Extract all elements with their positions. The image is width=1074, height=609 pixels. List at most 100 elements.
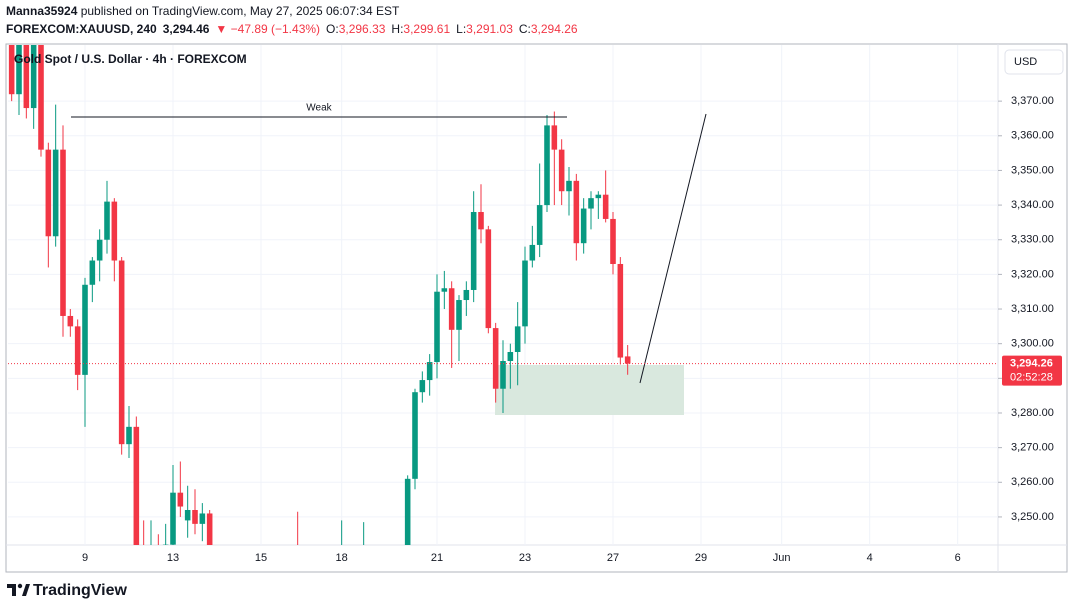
candle-body bbox=[610, 218, 616, 264]
candle-body bbox=[500, 361, 506, 389]
x-tick-label: 4 bbox=[867, 552, 873, 564]
candle-body bbox=[8, 45, 15, 95]
change: ▼ −47.89 (−1.43%) bbox=[215, 22, 320, 36]
projection-line[interactable] bbox=[639, 113, 707, 384]
candle-body bbox=[419, 380, 426, 393]
price-badge bbox=[1002, 355, 1062, 386]
grid bbox=[8, 45, 998, 545]
x-tick-label: 27 bbox=[607, 552, 619, 564]
currency: USD bbox=[1014, 56, 1037, 68]
candle-body bbox=[45, 149, 52, 237]
published: published on TradingView.com, May 27, 20… bbox=[77, 4, 400, 18]
ohlc-label: O: bbox=[326, 22, 339, 36]
candle-body bbox=[177, 492, 184, 507]
symbol-line: FOREXCOM:XAUUSD, 240 3,294.46 ▼ −47.89 (−1… bbox=[6, 22, 578, 36]
y-tick-label: 3,340.00 bbox=[1011, 199, 1054, 211]
candle-body bbox=[456, 300, 462, 330]
candle-body bbox=[60, 149, 66, 316]
y-tick-label: 3,370.00 bbox=[1011, 95, 1054, 107]
legend-title: Gold Spot / U.S. Dollar · 4h · FOREXCOM bbox=[14, 52, 247, 66]
candles bbox=[8, 45, 631, 545]
candle-body bbox=[96, 239, 103, 261]
candle-body bbox=[412, 392, 418, 479]
candle-body bbox=[595, 194, 602, 199]
ohlc-value: 3,299.61 bbox=[403, 22, 450, 36]
candle-body bbox=[118, 260, 125, 445]
y-tick-label: 3,360.00 bbox=[1011, 130, 1054, 142]
candle-body bbox=[507, 351, 514, 362]
candle-body bbox=[16, 45, 22, 95]
y-tick-label: 3,270.00 bbox=[1011, 442, 1054, 454]
candle-body bbox=[514, 326, 521, 352]
candle-body bbox=[602, 194, 609, 219]
x-tick-label: 29 bbox=[695, 552, 707, 564]
candle-body bbox=[23, 45, 30, 109]
candle-body bbox=[624, 356, 631, 364]
y-tick-label: 3,300.00 bbox=[1011, 338, 1054, 350]
demand-zone[interactable] bbox=[495, 365, 684, 415]
candle-body bbox=[478, 212, 484, 230]
candle-body bbox=[184, 510, 191, 521]
y-tick-label: 3,320.00 bbox=[1011, 268, 1054, 280]
chart-frame bbox=[5, 43, 1068, 573]
ohlc-label: H: bbox=[391, 22, 403, 36]
x-tick-label: 15 bbox=[255, 552, 267, 564]
candle-body bbox=[463, 289, 470, 301]
candle-body bbox=[426, 362, 433, 381]
candle-body bbox=[544, 125, 550, 206]
candle-body bbox=[30, 45, 37, 109]
candle-body bbox=[529, 244, 536, 261]
candle-body bbox=[404, 478, 411, 545]
ohlc-value: 3,296.33 bbox=[339, 22, 386, 36]
candle-body bbox=[558, 149, 565, 192]
candle-body bbox=[448, 288, 455, 330]
candle-body bbox=[434, 291, 440, 363]
candle-body bbox=[67, 315, 74, 327]
candle-body bbox=[470, 212, 477, 290]
candle-body bbox=[492, 328, 499, 389]
candle-body bbox=[573, 180, 580, 244]
x-tick-label: 6 bbox=[955, 552, 961, 564]
candle-body bbox=[522, 260, 528, 327]
candle-body bbox=[170, 492, 176, 545]
y-tick-label: 3,330.00 bbox=[1011, 234, 1054, 246]
ohlc-value: 3,294.26 bbox=[531, 22, 578, 36]
y-tick-label: 3,280.00 bbox=[1011, 407, 1054, 419]
y-tick-label: 3,250.00 bbox=[1011, 511, 1054, 523]
candle-body bbox=[206, 513, 213, 545]
candle-body bbox=[104, 201, 110, 240]
y-tick-label: 3,350.00 bbox=[1011, 164, 1054, 176]
candle-body bbox=[551, 125, 558, 150]
candle-body bbox=[38, 45, 44, 150]
candle-body bbox=[126, 426, 132, 445]
x-tick-label: 9 bbox=[82, 552, 88, 564]
candle-body bbox=[441, 288, 448, 292]
logo-text: TradingView bbox=[33, 582, 128, 599]
candle-body bbox=[485, 229, 492, 329]
y-tick-label: 3,310.00 bbox=[1011, 303, 1054, 315]
candle-body bbox=[74, 326, 81, 375]
currency-button[interactable] bbox=[1004, 49, 1064, 75]
last-price-label: 3,294.26 bbox=[1010, 357, 1053, 369]
x-tick-label: 18 bbox=[336, 552, 348, 564]
publish-line: Manna35924 published on TradingView.com,… bbox=[6, 4, 400, 18]
candle-body bbox=[89, 260, 96, 285]
candle-body bbox=[580, 208, 587, 244]
candle-body bbox=[52, 149, 59, 237]
symbol: FOREXCOM:XAUUSD, 240 bbox=[6, 22, 157, 36]
price: 3,294.46 bbox=[163, 22, 210, 36]
x-tick-label: 13 bbox=[167, 552, 179, 564]
candle-body bbox=[536, 205, 543, 245]
candle-body bbox=[192, 510, 198, 524]
x-tick-label: 21 bbox=[431, 552, 443, 564]
candle-body bbox=[111, 201, 118, 261]
candle-body bbox=[133, 426, 140, 545]
candle-body bbox=[566, 180, 572, 192]
candle-body bbox=[617, 263, 624, 358]
candle-body bbox=[199, 513, 206, 524]
x-tick-label: Jun bbox=[773, 552, 791, 564]
author[interactable]: Manna35924 bbox=[6, 4, 78, 18]
logo-icon bbox=[7, 583, 30, 596]
